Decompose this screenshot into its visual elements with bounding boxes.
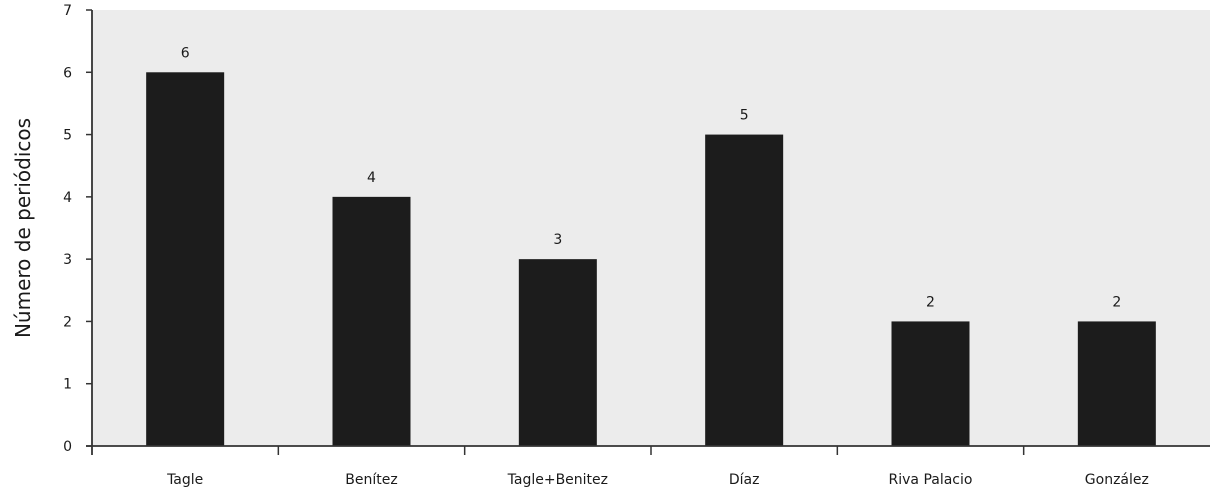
bar-2 xyxy=(332,196,411,446)
data-label-6: 2 xyxy=(1112,294,1121,310)
bar-1 xyxy=(146,72,225,447)
category-labels: Tagle Benítez Tagle+Benitez Díaz Riva Palaci… xyxy=(166,472,1149,488)
bar-5 xyxy=(891,321,970,446)
y-tick-label: 6 xyxy=(63,65,72,81)
data-label-1: 6 xyxy=(181,45,190,61)
plot-area xyxy=(92,10,1210,446)
category-label-1: Tagle xyxy=(166,472,203,488)
x-axis-ticks xyxy=(277,446,1025,455)
data-label-3: 3 xyxy=(553,232,562,248)
data-label-2: 4 xyxy=(367,170,376,186)
data-label-4: 5 xyxy=(740,108,749,124)
y-tick-label: 4 xyxy=(63,190,72,206)
data-labels: 6 4 3 5 2 2 xyxy=(181,45,1122,310)
category-label-4: Díaz xyxy=(729,472,760,488)
y-axis-title: Número de periódicos xyxy=(11,118,35,338)
bar-6 xyxy=(1077,321,1156,446)
y-tick-label: 7 xyxy=(63,3,72,19)
category-label-5: Riva Palacio xyxy=(889,472,973,488)
category-label-2: Benítez xyxy=(345,472,397,488)
y-tick-label: 0 xyxy=(63,439,72,455)
data-label-5: 2 xyxy=(926,294,935,310)
bar-4 xyxy=(705,134,784,447)
y-tick-label: 2 xyxy=(63,314,72,330)
y-tick-label: 5 xyxy=(63,128,72,144)
y-tick-label: 1 xyxy=(63,377,72,393)
y-tick-label: 3 xyxy=(63,252,72,268)
y-axis-ticks: 0 1 2 3 4 5 6 7 xyxy=(63,3,92,455)
bar-3 xyxy=(518,259,597,446)
category-label-6: González xyxy=(1085,472,1149,488)
category-label-3: Tagle+Benitez xyxy=(507,472,608,488)
bars xyxy=(146,72,1156,447)
